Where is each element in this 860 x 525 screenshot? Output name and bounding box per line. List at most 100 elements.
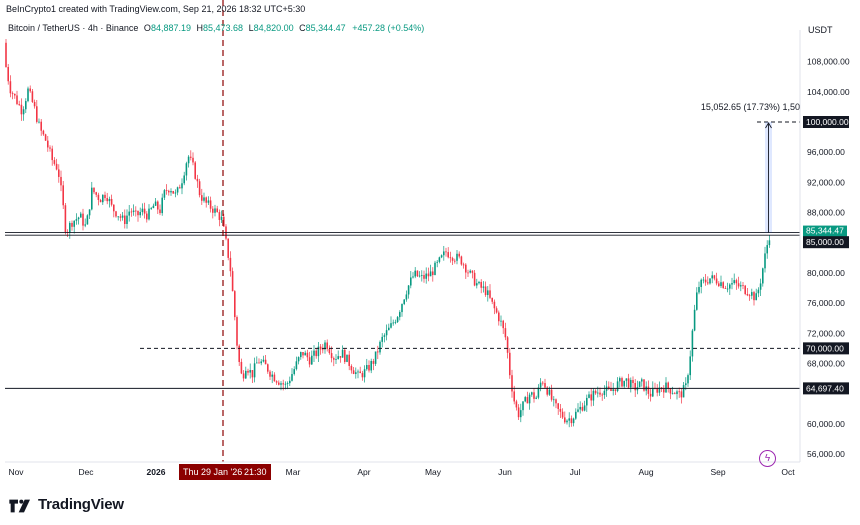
candle xyxy=(498,310,500,326)
candle xyxy=(137,210,139,222)
candle-body xyxy=(359,371,361,374)
candle xyxy=(205,196,207,208)
candle xyxy=(476,278,478,289)
candle xyxy=(207,196,210,206)
candle xyxy=(581,402,584,412)
candle-body xyxy=(95,192,97,195)
candle-body xyxy=(330,353,333,359)
candle-body xyxy=(82,213,84,226)
candle-body xyxy=(559,408,562,412)
candle-body xyxy=(641,379,643,382)
candle-body xyxy=(11,93,14,95)
candle-body xyxy=(25,101,27,110)
candle-body xyxy=(69,222,71,233)
symbol-name[interactable]: Bitcoin / TetherUS · 4h · Binance xyxy=(8,23,139,33)
candle-body xyxy=(137,210,139,216)
candle xyxy=(256,356,258,364)
measure-arrow-head xyxy=(765,122,772,129)
candle xyxy=(416,270,419,278)
level-label-box xyxy=(803,342,849,355)
candle xyxy=(698,281,700,295)
candle xyxy=(546,386,548,397)
candle xyxy=(124,209,126,229)
candle xyxy=(755,288,757,301)
candle-body xyxy=(515,401,518,408)
candle-body xyxy=(328,348,331,354)
candle xyxy=(491,297,493,305)
candle xyxy=(335,354,337,365)
candle-body xyxy=(115,211,117,217)
candle-body xyxy=(154,201,157,206)
candle xyxy=(234,290,236,321)
candle xyxy=(460,255,463,266)
candle xyxy=(621,376,623,388)
date-marker-date: Thu 29 Jan '26 xyxy=(183,467,242,477)
candle xyxy=(722,281,724,289)
candle-body xyxy=(374,351,377,364)
candle xyxy=(539,378,542,392)
price-tick-label: 56,000.00 xyxy=(807,449,845,459)
candle-body xyxy=(652,387,654,397)
candle-body xyxy=(326,342,328,349)
candle-body xyxy=(317,346,320,357)
candle xyxy=(427,267,430,282)
candle xyxy=(440,254,443,259)
candle xyxy=(126,209,128,229)
candle xyxy=(102,194,104,205)
candle xyxy=(407,284,410,299)
candle xyxy=(381,333,383,348)
candle-body xyxy=(256,362,258,364)
candle-body xyxy=(707,282,709,284)
candle-body xyxy=(253,363,256,378)
candle-body xyxy=(429,271,432,277)
candle xyxy=(295,356,298,371)
candle-body xyxy=(465,264,467,273)
close-value: 85,344.47 xyxy=(305,23,346,33)
candle-body xyxy=(462,264,465,266)
candle xyxy=(130,208,133,217)
candle-body xyxy=(150,208,152,209)
candle xyxy=(385,324,388,341)
candle-body xyxy=(546,387,548,395)
candle-body xyxy=(524,397,526,402)
candle-body xyxy=(757,289,760,294)
candle xyxy=(689,350,691,380)
candle xyxy=(564,411,566,424)
candle-body xyxy=(715,278,718,284)
candle xyxy=(93,187,95,195)
candle-body xyxy=(146,213,148,220)
candle-body xyxy=(293,369,295,375)
candle xyxy=(680,388,683,404)
candle-body xyxy=(693,309,696,331)
candle xyxy=(313,345,315,363)
candle-body xyxy=(603,390,606,396)
candle xyxy=(753,290,755,306)
candle-body xyxy=(557,403,559,409)
candle xyxy=(423,270,425,283)
candle xyxy=(330,346,333,363)
candle xyxy=(702,276,705,284)
candle-body xyxy=(665,382,667,393)
candle-body xyxy=(766,245,768,254)
candle-body xyxy=(748,295,751,297)
candle xyxy=(44,133,47,141)
candle-body xyxy=(260,361,262,364)
candle xyxy=(341,345,344,358)
candle-body xyxy=(621,378,623,387)
candle-body xyxy=(737,283,740,287)
candle xyxy=(60,170,62,192)
candle-body xyxy=(159,209,161,214)
candle xyxy=(117,216,119,221)
price-tick-label: 96,000.00 xyxy=(807,147,845,157)
candle-body xyxy=(53,160,56,164)
candle xyxy=(550,384,553,402)
lightning-icon[interactable]: ϟ xyxy=(759,450,776,467)
candle xyxy=(484,281,487,297)
candle xyxy=(614,389,617,395)
candle xyxy=(326,339,328,352)
candle-body xyxy=(649,393,652,397)
candle xyxy=(506,336,509,359)
candle-body xyxy=(643,379,645,391)
candle-body xyxy=(487,290,489,296)
